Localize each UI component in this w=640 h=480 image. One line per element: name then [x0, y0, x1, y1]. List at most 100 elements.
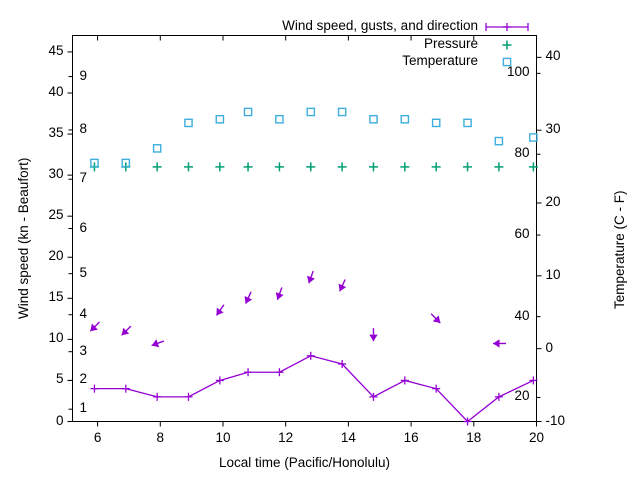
- y-tick-label: 20: [48, 248, 64, 264]
- x-tick-label: 6: [93, 429, 102, 445]
- wind-speed-point: [463, 417, 472, 426]
- y-tick-label: 5: [55, 371, 64, 387]
- wind-speed-point: [184, 392, 193, 401]
- legend-marker-wind-point: [503, 23, 511, 31]
- legend-marker-temperature: [502, 57, 512, 67]
- plot-border: [72, 35, 537, 422]
- wind-speed-point: [432, 384, 441, 393]
- pressure-point: [463, 162, 473, 172]
- y2-tick-label: 20: [545, 194, 561, 209]
- wind-speed-point: [529, 376, 538, 385]
- beaufort-label: 2: [79, 371, 88, 387]
- wind-speed-point: [306, 351, 315, 360]
- legend-marker-pressure: [502, 40, 512, 50]
- y2-tick-label: 40: [545, 48, 561, 64]
- x-tick-label: 16: [403, 429, 419, 445]
- wind-direction-arrow: [369, 328, 378, 342]
- beaufort-label: 1: [79, 400, 88, 416]
- temperature-point: [431, 118, 441, 128]
- wind-speed-point: [244, 368, 253, 377]
- pressure-point: [368, 162, 378, 172]
- wind-speed-point: [338, 360, 347, 369]
- temperature-point: [90, 158, 99, 168]
- fahrenheit-label: 40: [514, 307, 530, 323]
- wind-speed-point: [275, 368, 284, 377]
- y-tick-label: 0: [55, 412, 64, 428]
- temperature-point: [400, 114, 410, 124]
- temperature-point: [463, 118, 472, 128]
- x-axis-title: Local time (Pacific/Honolulu): [218, 455, 391, 470]
- y-tick-label: 45: [48, 42, 64, 58]
- fahrenheit-label: 100: [506, 64, 530, 80]
- pressure-point: [431, 162, 441, 172]
- x-tick-label: 18: [466, 429, 482, 445]
- temperature-point: [306, 107, 316, 117]
- wind-direction-arrow: [89, 321, 100, 332]
- wind-direction-arrow: [430, 313, 441, 324]
- y-tick-label: 30: [48, 166, 64, 182]
- temperature-point: [152, 144, 162, 153]
- pressure-point: [337, 162, 347, 172]
- wind-speed-point: [494, 392, 503, 401]
- legend-label-2: Temperature: [402, 53, 478, 68]
- wind-direction-arrow: [307, 270, 315, 284]
- beaufort-label: 3: [79, 342, 88, 358]
- y-tick-label: 40: [48, 83, 64, 99]
- y-tick-label: 10: [48, 330, 64, 346]
- beaufort-label: 8: [79, 120, 88, 136]
- x-tick-label: 10: [215, 429, 231, 445]
- beaufort-label: 5: [79, 264, 88, 280]
- temperature-point: [275, 114, 284, 124]
- x-tick-label: 20: [528, 429, 545, 445]
- wind-direction-arrow: [215, 304, 225, 316]
- wind-direction-arrow: [151, 339, 165, 348]
- y2-axis-title: Temperature (C - F): [612, 189, 627, 309]
- fahrenheit-label: 20: [514, 388, 530, 404]
- pressure-point: [274, 162, 284, 172]
- beaufort-label: 7: [79, 170, 88, 186]
- beaufort-label: 6: [79, 219, 88, 235]
- beaufort-label: 4: [79, 305, 88, 321]
- legend-label-1: Pressure: [423, 36, 478, 51]
- y2-tick-label: 0: [545, 339, 554, 355]
- temperature-point: [494, 136, 504, 146]
- y2-tick-label: -10: [545, 412, 566, 428]
- x-tick-label: 8: [156, 429, 165, 445]
- wind-direction-arrow: [338, 279, 347, 292]
- y2-tick-label: 10: [545, 266, 561, 282]
- wind-direction-arrow: [275, 287, 284, 300]
- legend-label-0: Wind speed, gusts, and direction: [282, 18, 478, 33]
- wind-speed-point: [90, 384, 99, 393]
- beaufort-label: 9: [79, 67, 88, 83]
- pressure-point: [152, 162, 162, 172]
- pressure-point: [400, 162, 410, 172]
- pressure-point: [306, 162, 316, 172]
- y-tick-label: 15: [48, 289, 64, 305]
- temperature-point: [215, 114, 225, 124]
- wind-speed-line: [94, 355, 534, 423]
- x-tick-label: 12: [278, 429, 294, 445]
- pressure-point: [215, 162, 225, 172]
- wind-direction-arrow: [121, 325, 132, 336]
- wind-speed-point: [369, 392, 378, 401]
- temperature-point: [243, 107, 253, 117]
- y-tick-label: 35: [48, 125, 64, 141]
- fahrenheit-label: 80: [514, 145, 530, 161]
- pressure-point: [528, 162, 538, 172]
- wind-speed-point: [121, 384, 130, 393]
- wind-direction-arrow: [244, 291, 253, 304]
- wind-speed-point: [215, 376, 224, 385]
- pressure-point: [494, 162, 504, 172]
- x-tick-label: 14: [340, 429, 356, 445]
- y-axis-title: Wind speed (kn - Beaufort): [16, 157, 31, 319]
- wind-speed-point: [153, 392, 162, 401]
- wind-speed-point: [400, 376, 409, 385]
- pressure-point: [184, 162, 193, 172]
- temperature-point: [337, 107, 347, 117]
- temperature-point: [184, 118, 193, 128]
- y-tick-label: 25: [48, 207, 64, 223]
- temperature-point: [121, 158, 131, 168]
- wind-direction-arrow: [493, 339, 507, 348]
- y2-tick-label: 30: [545, 121, 561, 137]
